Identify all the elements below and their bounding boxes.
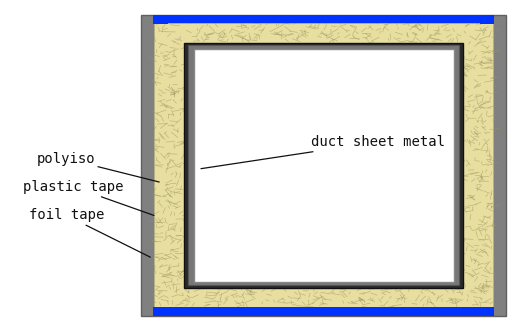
Text: plastic tape: plastic tape [23,180,154,215]
Text: ✦: ✦ [442,257,472,291]
Bar [141,15,506,316]
Bar [480,307,494,316]
Text: polyiso: polyiso [37,152,159,182]
Bar [188,45,459,285]
Bar [153,307,168,316]
Bar [480,15,494,24]
Bar [153,15,168,24]
Bar [184,43,463,288]
Bar [154,15,493,23]
Bar [154,23,493,307]
Bar [194,49,454,282]
Text: foil tape: foil tape [29,208,150,257]
Text: duct sheet metal: duct sheet metal [201,135,445,169]
Bar [154,307,493,316]
